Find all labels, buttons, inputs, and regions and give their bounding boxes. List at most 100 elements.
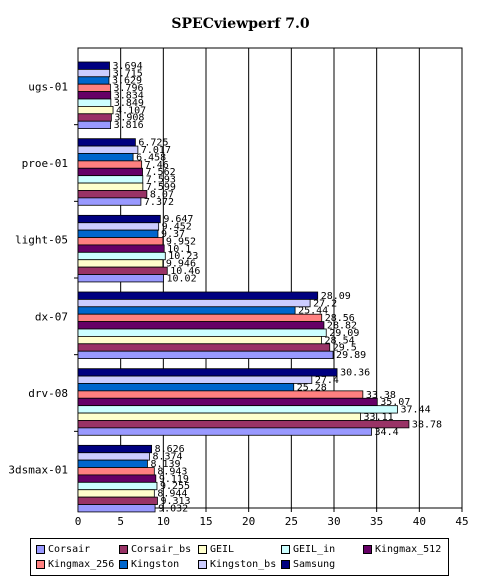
legend-label: Kingmax_512 — [375, 544, 442, 555]
bar-value-label: 7.562 — [146, 167, 176, 178]
legend-swatch — [119, 560, 128, 569]
bar — [77, 190, 148, 199]
bar-value-label: 8.944 — [157, 489, 187, 500]
bar — [77, 167, 143, 177]
bar-value-label: 6.458 — [136, 152, 166, 163]
bar-value-label: 3.816 — [114, 120, 144, 131]
bar-value-label: 9.119 — [159, 474, 189, 485]
bar — [77, 481, 158, 491]
bar-value-label: 28.82 — [327, 321, 357, 332]
bar — [77, 237, 164, 246]
bar — [77, 222, 160, 231]
bar-value-label: 9.255 — [160, 481, 190, 492]
bar-value-label: 3.849 — [114, 98, 144, 109]
bar — [77, 251, 166, 261]
bar-value-label: 34.4 — [375, 427, 399, 438]
legend-swatch — [119, 545, 128, 554]
bar-value-label: 3.834 — [114, 91, 144, 102]
bar — [77, 175, 144, 184]
legend-swatch — [363, 545, 372, 554]
y-category-label: light-05 — [15, 234, 68, 247]
bar-value-label: 38.78 — [412, 419, 442, 430]
y-category-label: dx-07 — [35, 310, 68, 323]
legend-swatch — [281, 545, 290, 554]
x-tick-label: 35 — [370, 515, 383, 528]
bar-value-label: 9.452 — [162, 222, 192, 233]
bar-value-label: 9.946 — [166, 259, 196, 270]
bar — [77, 474, 157, 483]
bar — [77, 444, 153, 454]
legend-swatch — [36, 545, 45, 554]
bar-value-label: 27.2 — [313, 298, 337, 309]
bar — [77, 489, 155, 498]
bar — [77, 504, 156, 513]
bar — [77, 138, 136, 147]
bar — [77, 91, 112, 100]
bar-value-label: 33.38 — [366, 390, 396, 401]
bar — [77, 153, 134, 162]
bar-value-label: 35.07 — [380, 397, 410, 408]
bar-value-label: 25.44 — [298, 306, 328, 317]
x-tick-label: 5 — [117, 515, 124, 528]
bar-value-label: 29.89 — [336, 350, 366, 361]
bar-value-label: 8.07 — [150, 189, 174, 200]
bar-value-label: 9.313 — [160, 496, 190, 507]
legend-swatch — [198, 560, 207, 569]
bar-value-label: 9.032 — [158, 503, 188, 514]
x-tick-label: 0 — [75, 515, 82, 528]
bar — [77, 496, 158, 505]
x-tick-label: 40 — [413, 515, 426, 528]
legend-swatch — [36, 560, 45, 569]
legend-swatch — [198, 545, 207, 554]
x-tick-label: 45 — [455, 515, 468, 528]
x-tick-label: 20 — [242, 515, 255, 528]
bar — [77, 113, 112, 122]
legend-label: Kingmax_256 — [48, 559, 115, 570]
chart-title: SPECviewperf 7.0 — [171, 16, 310, 32]
bar — [77, 160, 143, 169]
bar — [77, 298, 311, 308]
legend-label: Kingston — [131, 559, 180, 570]
bar-value-label: 10.02 — [167, 273, 197, 284]
bar — [77, 291, 319, 300]
bar — [77, 459, 148, 468]
bar-value-label: 3.715 — [113, 68, 143, 79]
bar-value-label: 3.796 — [113, 83, 143, 94]
bar-value-label: 37.44 — [400, 405, 430, 416]
bar-value-label: 3.908 — [114, 113, 144, 124]
bar-value-label: 9.952 — [166, 236, 196, 247]
bar-value-label: 9.37 — [161, 229, 185, 240]
bar-value-label: 3.694 — [113, 61, 143, 72]
bar — [77, 368, 338, 377]
bar — [77, 106, 114, 115]
bar-value-label: 8.374 — [152, 452, 182, 463]
x-tick-label: 30 — [327, 515, 340, 528]
legend-label: GEIL_in — [293, 544, 336, 555]
bar-value-label: 27.4 — [315, 375, 339, 386]
y-category-label: 3dsmax-01 — [8, 464, 68, 477]
bar — [77, 452, 150, 461]
bar-value-label: 28.09 — [321, 291, 351, 302]
bar — [77, 120, 111, 129]
bar — [77, 321, 325, 330]
x-tick-label: 15 — [199, 515, 212, 528]
bar — [77, 328, 327, 337]
bar — [77, 420, 410, 429]
bar-value-label: 10.1 — [167, 244, 191, 255]
bar — [77, 335, 322, 345]
bar — [77, 306, 296, 315]
bar-value-label: 9.647 — [163, 214, 193, 225]
bar — [77, 375, 313, 384]
bar-value-label: 33.11 — [364, 412, 394, 423]
bar-value-label: 10.23 — [168, 251, 198, 262]
bar — [77, 182, 144, 191]
y-category-label: ugs-01 — [28, 80, 68, 93]
bar — [77, 61, 110, 70]
bar-value-label: 7.372 — [144, 197, 174, 208]
bar — [77, 259, 164, 268]
bar — [77, 266, 168, 275]
legend-label: Samsung — [293, 559, 336, 570]
bar-value-label: 29.5 — [333, 343, 357, 354]
bar-value-label: 7.593 — [146, 175, 176, 186]
